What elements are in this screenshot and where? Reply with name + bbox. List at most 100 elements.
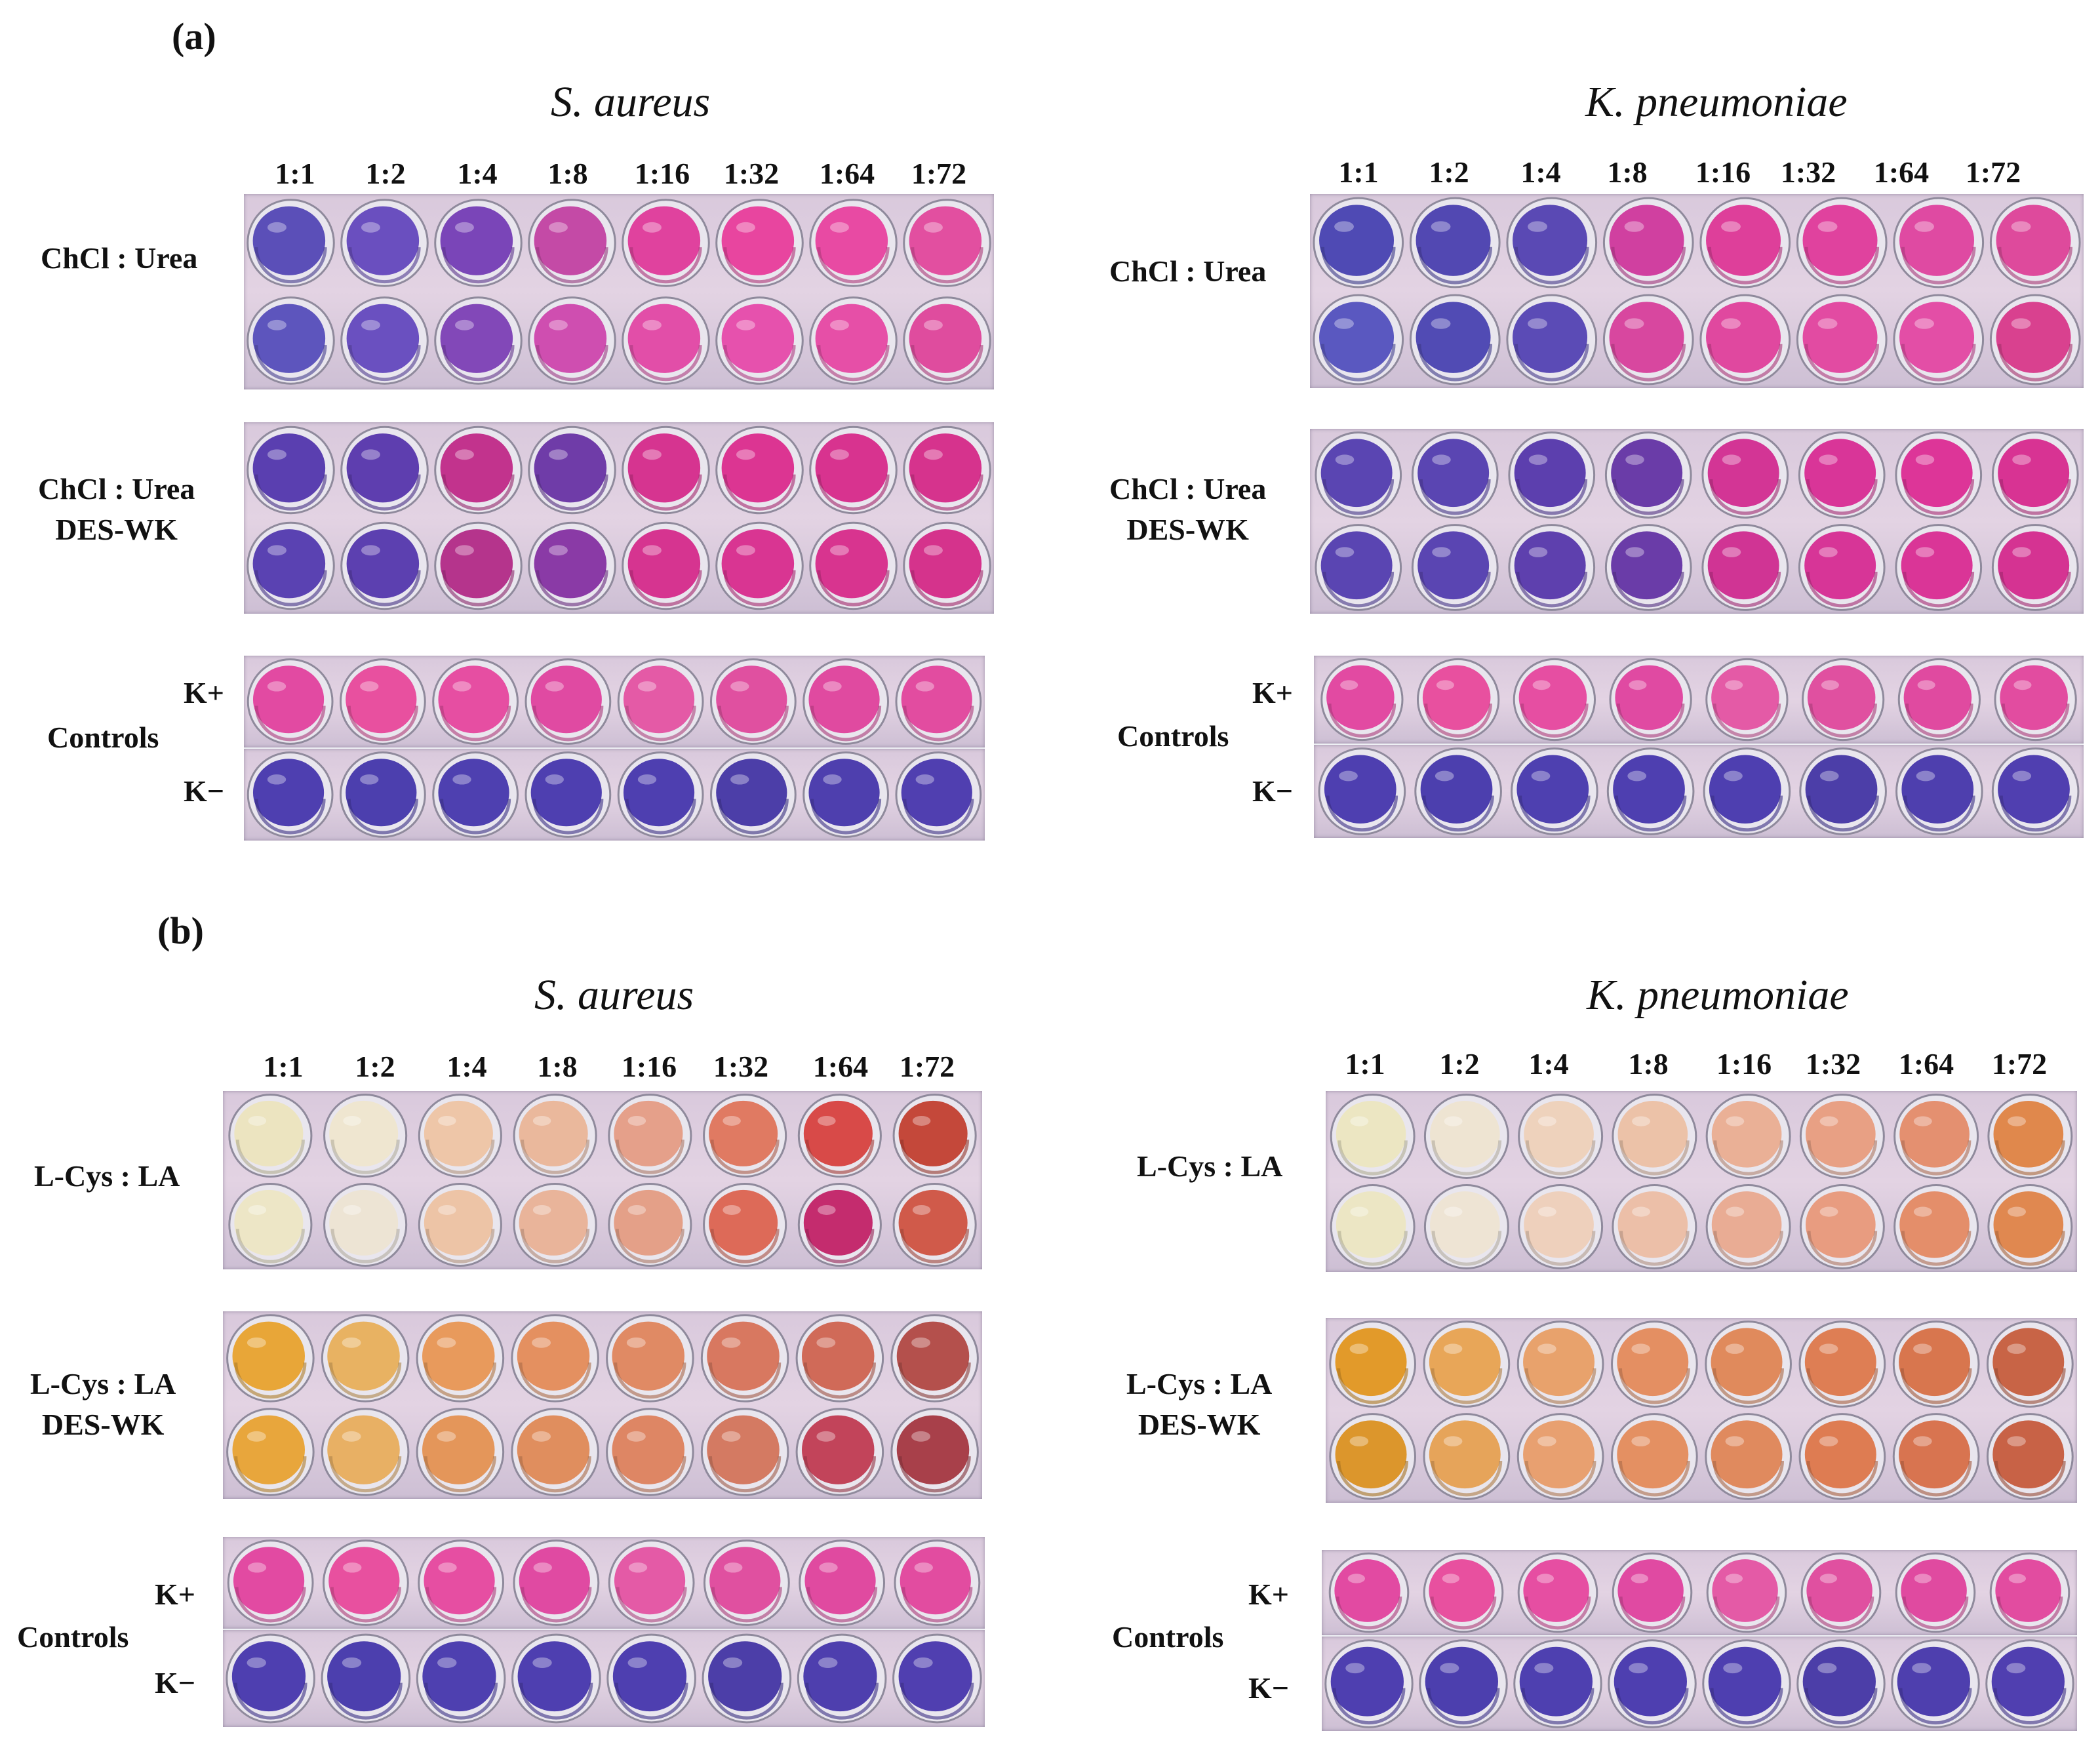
well-shadow [442,570,515,606]
well-shadow [1332,1688,1406,1725]
well-highlight [1632,1206,1651,1217]
well-fill [803,1641,877,1712]
well-fill [1708,1646,1781,1717]
well-highlight [816,1337,836,1348]
well-fill [1330,1646,1404,1717]
well-highlight [267,222,287,233]
well-shadow [1419,571,1491,608]
well-fill [252,529,326,599]
well-highlight [454,545,474,556]
well-fill [1519,1646,1593,1717]
well-plate-svg [1320,658,2077,742]
well-shadow [1516,571,1588,608]
well-shadow [1998,344,2073,382]
well-plate-svg [1328,1552,2070,1633]
well-fill [1802,302,1878,373]
well-fill [721,433,795,503]
well-fill [1611,531,1683,600]
well-shadow [817,570,890,606]
well-shadow [898,1456,971,1493]
well-shadow [1713,1140,1783,1176]
well-fill [1420,755,1493,824]
well-highlight [361,222,380,233]
well-fill [233,1547,305,1615]
well-fill [627,433,701,503]
well-fill [1707,439,1779,507]
well-shadow [1320,344,1396,382]
well-shadow [629,345,702,382]
dilution-label: 1:2 [355,1050,395,1083]
well-shadow [424,1456,496,1493]
well-fill [346,529,420,599]
well-shadow [440,705,511,742]
dilution-label: 1:8 [537,1050,578,1083]
well-highlight [248,1204,267,1215]
well-fill [614,1547,686,1615]
dilution-label: 1:32 [1805,1047,1861,1081]
well-highlight [1915,454,1935,465]
well-highlight [247,1562,267,1573]
well-fill [815,529,888,599]
well-highlight [1631,1436,1650,1446]
well-shadow [614,1682,688,1720]
well-highlight [1913,1436,1932,1446]
well-highlight [626,1431,646,1442]
panel-b-label-deswk-sa: L-Cys : LA DES-WK [30,1364,176,1445]
well-highlight [730,681,749,692]
well-shadow [616,1587,687,1623]
well-highlight [437,1657,457,1668]
well-shadow [1524,1368,1596,1404]
well-highlight [915,681,934,692]
well-fill [1802,1646,1876,1717]
well-fill [1711,1420,1783,1489]
well-shadow [1619,1596,1686,1630]
well-shadow [806,1587,878,1623]
well-fill [346,665,417,734]
well-highlight [1625,547,1644,557]
well-shadow [1995,1231,2065,1266]
panel-a-label: (a) [172,15,216,58]
well-shadow [521,1140,590,1174]
well-highlight [637,681,657,692]
well-fill [534,304,607,373]
well-shadow [710,1229,780,1263]
plate-a-sa-kplus [244,656,985,747]
well-highlight [452,774,471,785]
plate-b-kp-kplus [1322,1550,2077,1635]
well-fill [1422,665,1491,730]
well-shadow [723,345,796,382]
well-fill [1993,1191,2064,1258]
well-shadow [1427,1688,1500,1725]
well-shadow [1612,571,1684,608]
well-fill [422,1641,496,1712]
well-shadow [1903,795,1975,832]
well-shadow [709,1362,782,1399]
well-fill [1609,205,1684,276]
well-highlight [1627,770,1647,782]
well-shadow [329,1456,402,1493]
well-shadow [1431,1460,1503,1497]
well-fill [346,206,420,275]
panel-a-controls-sa: Controls [47,721,159,754]
well-shadow [233,1682,307,1720]
well-shadow [519,1456,591,1493]
well-shadow [330,1229,400,1263]
well-shadow [521,1229,590,1263]
well-fill [1901,531,1973,600]
well-shadow [1808,1596,1874,1630]
well-shadow [614,1456,686,1493]
well-shadow [1899,1688,1972,1725]
well-fill [1425,1646,1498,1717]
well-fill [1806,1101,1876,1168]
well-fill [1804,1328,1876,1397]
well-fill [519,1100,588,1166]
well-shadow [1518,795,1591,832]
well-shadow [254,345,327,382]
well-highlight [923,545,943,556]
well-highlight [627,1657,647,1668]
plate-b-kp-deswk [1326,1318,2077,1503]
well-fill [1324,755,1397,824]
well-fill [329,1100,399,1166]
well-fill [909,304,982,373]
well-shadow [1994,1460,2066,1496]
